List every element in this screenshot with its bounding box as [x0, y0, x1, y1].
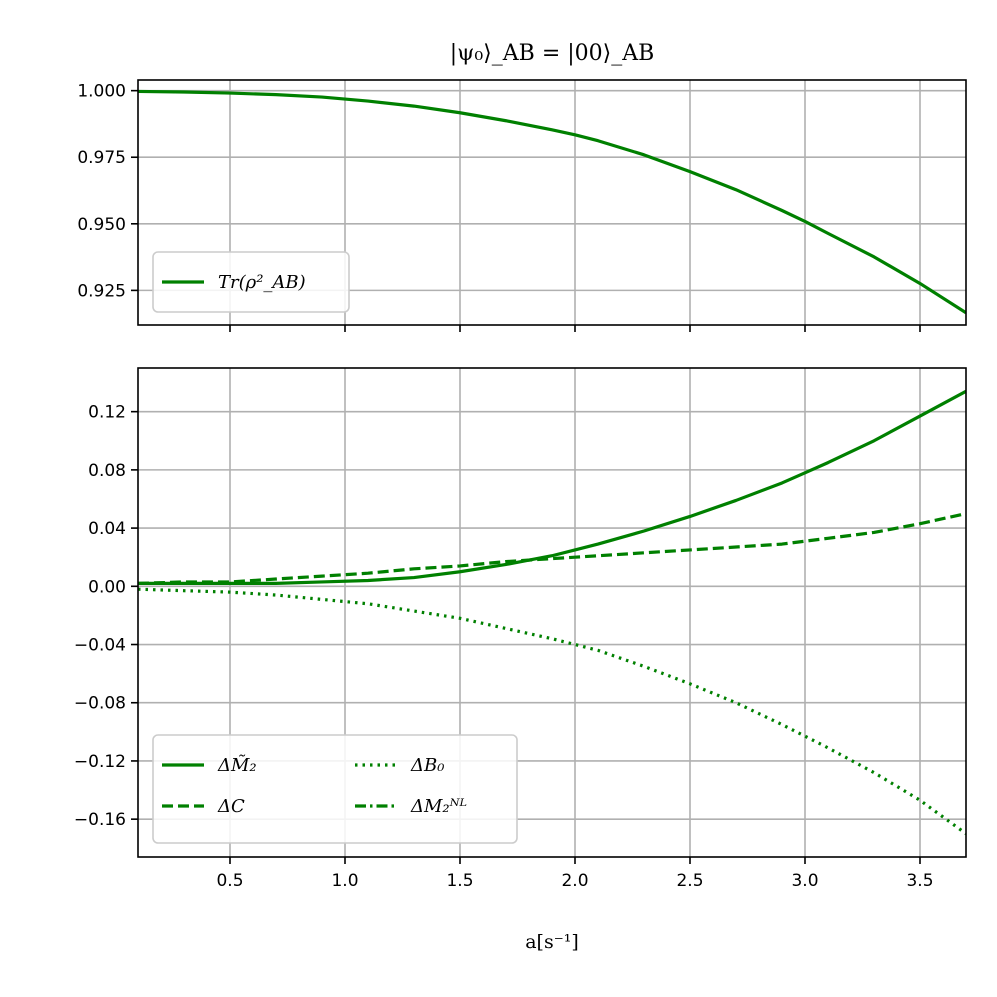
legend-label: ΔM̃₂ [217, 754, 257, 776]
y-tick-label: 0.04 [88, 519, 126, 539]
bottom-series [138, 389, 966, 836]
x-axis-label: a[s⁻¹] [525, 931, 579, 953]
x-tick-label: 1.5 [446, 871, 473, 891]
x-tick-label: 2.5 [676, 871, 703, 891]
series-line-0 [138, 389, 966, 585]
top-legend: Tr(ρ²_AB) [152, 251, 350, 313]
y-tick-label: 0.00 [88, 577, 126, 597]
top-grid [138, 80, 966, 325]
y-tick-label: −0.04 [74, 636, 126, 656]
top-series [138, 89, 966, 315]
top-frame [137, 79, 967, 326]
legend-box [152, 734, 518, 844]
legend-label: ΔM₂ᴺᴸ [410, 796, 467, 817]
bottom-legend: ΔM̃₂ ΔC ΔB₀ ΔM₂ᴺᴸ [152, 734, 518, 844]
y-tick-label: 0.08 [88, 461, 126, 481]
y-tick-label: −0.08 [74, 694, 126, 714]
y-tick-label: 0.975 [77, 148, 126, 168]
y-tick-label: 1.000 [77, 82, 126, 102]
legend-label: ΔB₀ [410, 755, 444, 776]
bottom-panel: 0.5 1.0 1.5 2.0 2.5 3.0 3.5 −0.16 −0.12 −0.08 −0.0… [74, 367, 967, 953]
series-line-2 [138, 587, 966, 836]
legend-box [152, 251, 350, 313]
y-tick-label: −0.12 [74, 752, 126, 772]
x-tick-label: 2.0 [561, 871, 588, 891]
x-tick-label: 1.0 [331, 871, 358, 891]
x-tick-label: 0.5 [216, 871, 243, 891]
x-tick-label: 3.5 [906, 871, 933, 891]
x-tick-label: 3.0 [791, 871, 818, 891]
legend-label: ΔC [217, 796, 245, 817]
top-panel: |ψ₀⟩_AB = |00⟩_AB 0.925 0.950 0.975 1.000 T… [77, 41, 967, 332]
top-panel-title: |ψ₀⟩_AB = |00⟩_AB [450, 41, 655, 66]
legend-label: Tr(ρ²_AB) [218, 272, 306, 293]
y-tick-label: −0.16 [74, 810, 126, 830]
bottom-frame [137, 367, 967, 858]
y-tick-label: 0.925 [77, 281, 126, 301]
bottom-ticks: 0.5 1.0 1.5 2.0 2.5 3.0 3.5 −0.16 −0.12 −0.08 −0.0… [74, 403, 934, 891]
y-tick-label: 0.12 [88, 403, 126, 423]
series-line-0 [138, 89, 966, 315]
top-ticks: 0.925 0.950 0.975 1.000 [77, 82, 921, 332]
y-tick-label: 0.950 [77, 215, 126, 235]
series-line-1 [138, 511, 966, 585]
